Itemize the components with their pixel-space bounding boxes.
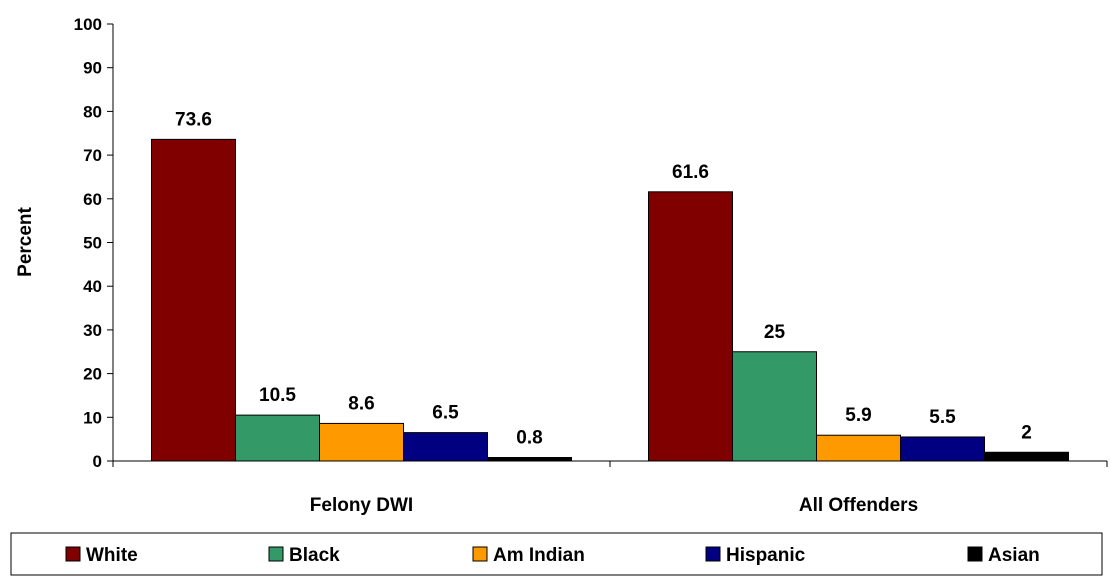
bar <box>151 138 236 462</box>
data-label: 0.8 <box>516 428 542 449</box>
legend-label: White <box>86 545 138 566</box>
y-axis: 0 10 20 30 40 50 60 70 80 90 100 <box>74 15 114 471</box>
bar <box>732 351 817 462</box>
legend-label: Asian <box>988 545 1040 566</box>
y-tick-label: 100 <box>74 15 102 34</box>
data-label: 5.5 <box>929 407 956 428</box>
x-tick-label: All Offenders <box>799 495 918 516</box>
bar <box>487 457 572 462</box>
y-tick-label: 10 <box>83 408 102 427</box>
legend-swatch <box>472 546 488 562</box>
data-label: 8.6 <box>348 393 374 414</box>
bar <box>984 451 1069 462</box>
legend: White Black Am Indian Hispanic Asian <box>10 532 1103 576</box>
data-label: 5.9 <box>845 405 871 426</box>
legend-label: Am Indian <box>493 545 585 566</box>
x-tick-label: Felony DWI <box>310 495 413 516</box>
legend-label: Black <box>289 545 340 566</box>
y-axis-label: Percent <box>15 206 36 276</box>
legend-swatch <box>65 546 81 562</box>
legend-label: Hispanic <box>726 545 806 566</box>
legend-box <box>10 532 1103 576</box>
y-tick-label: 40 <box>83 277 102 296</box>
data-label: 10.5 <box>259 385 296 406</box>
bar <box>648 191 733 462</box>
bar <box>235 414 320 462</box>
legend-swatch <box>967 546 983 562</box>
bar <box>319 422 404 462</box>
legend-swatch <box>268 546 284 562</box>
bar <box>900 436 985 462</box>
y-tick-label: 90 <box>83 59 102 78</box>
x-axis: Felony DWI All Offenders <box>112 460 1108 516</box>
data-label: 6.5 <box>432 403 459 424</box>
data-label: 61.6 <box>672 162 709 183</box>
y-tick-label: 80 <box>83 102 102 121</box>
data-label: 2 <box>1021 422 1032 443</box>
data-labels: 73.6 10.5 8.6 6.5 0.8 61.6 25 5.9 5.5 2 <box>175 109 1032 448</box>
y-tick-label: 30 <box>83 321 102 340</box>
y-tick-label: 20 <box>83 365 102 384</box>
legend-swatch <box>705 546 721 562</box>
data-label: 73.6 <box>175 109 212 130</box>
y-tick-label: 0 <box>93 452 102 471</box>
bar <box>403 432 488 462</box>
y-tick-label: 50 <box>83 234 102 253</box>
bar <box>816 434 901 462</box>
bars <box>151 138 1069 462</box>
data-label: 25 <box>764 322 786 343</box>
y-tick-label: 70 <box>83 146 102 165</box>
y-tick-label: 60 <box>83 190 102 209</box>
